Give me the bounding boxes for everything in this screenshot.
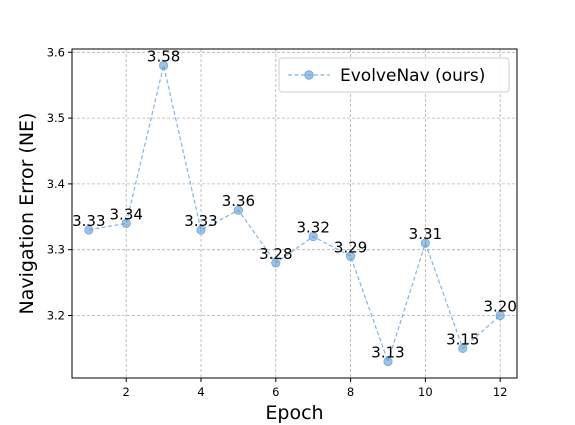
- x-tick-label: 4: [197, 385, 204, 399]
- data-label: 3.33: [184, 212, 217, 230]
- legend-label: EvolveNav (ours): [340, 66, 485, 86]
- series-layer: [84, 60, 505, 367]
- data-point: [345, 251, 356, 261]
- x-tick-label: 2: [123, 385, 130, 399]
- x-tick-label: 12: [493, 385, 508, 399]
- y-tick-label: 3.5: [47, 111, 65, 125]
- x-axis-ticks: 2 4 6 8 10 12: [123, 378, 508, 399]
- data-point: [308, 231, 318, 242]
- data-point: [233, 205, 244, 215]
- data-label: 3.36: [222, 192, 255, 210]
- data-label: 3.20: [483, 297, 516, 315]
- legend: EvolveNav (ours): [278, 57, 510, 93]
- x-tick-label: 10: [418, 385, 433, 399]
- plot-area-frame: [71, 48, 518, 379]
- data-point: [458, 343, 468, 353]
- y-axis-title: Navigation Error (NE): [16, 113, 38, 315]
- data-labels: 3.33 3.34 3.58 3.33 3.36 3.283.32 3.29 3.13 3.31…: [72, 47, 517, 361]
- y-tick-label: 3.4: [47, 177, 65, 191]
- data-label: 3.15: [446, 330, 479, 348]
- data-label: 3.58: [147, 47, 180, 65]
- y-axis-ticks: 3.2 3.3 3.4 3.5 3.6: [47, 45, 72, 322]
- data-point: [420, 238, 430, 248]
- data-label: 3.33: [72, 212, 105, 230]
- legend-marker: [304, 70, 314, 80]
- data-label: 3.13: [371, 344, 404, 362]
- data-point: [495, 310, 505, 321]
- data-point: [383, 356, 393, 367]
- data-label: 3.28: [259, 245, 292, 263]
- data-label: 3.31: [409, 225, 442, 243]
- data-label: 3.34: [110, 205, 143, 223]
- grid: [72, 49, 517, 378]
- data-point: [159, 60, 169, 71]
- data-label: 3.29: [334, 238, 367, 256]
- x-tick-label: 8: [347, 385, 354, 399]
- y-tick-label: 3.3: [47, 243, 65, 257]
- data-point: [196, 225, 206, 235]
- y-tick-label: 3.2: [47, 308, 65, 322]
- x-axis-title: Epoch: [265, 402, 323, 424]
- data-point: [84, 225, 94, 235]
- y-tick-label: 3.6: [47, 45, 65, 59]
- legend-box: [278, 57, 510, 93]
- data-point: [271, 258, 281, 268]
- series-line: [88, 65, 501, 364]
- data-point: [121, 218, 131, 228]
- x-tick-label: 6: [272, 385, 279, 399]
- data-label: 3.32: [296, 219, 329, 237]
